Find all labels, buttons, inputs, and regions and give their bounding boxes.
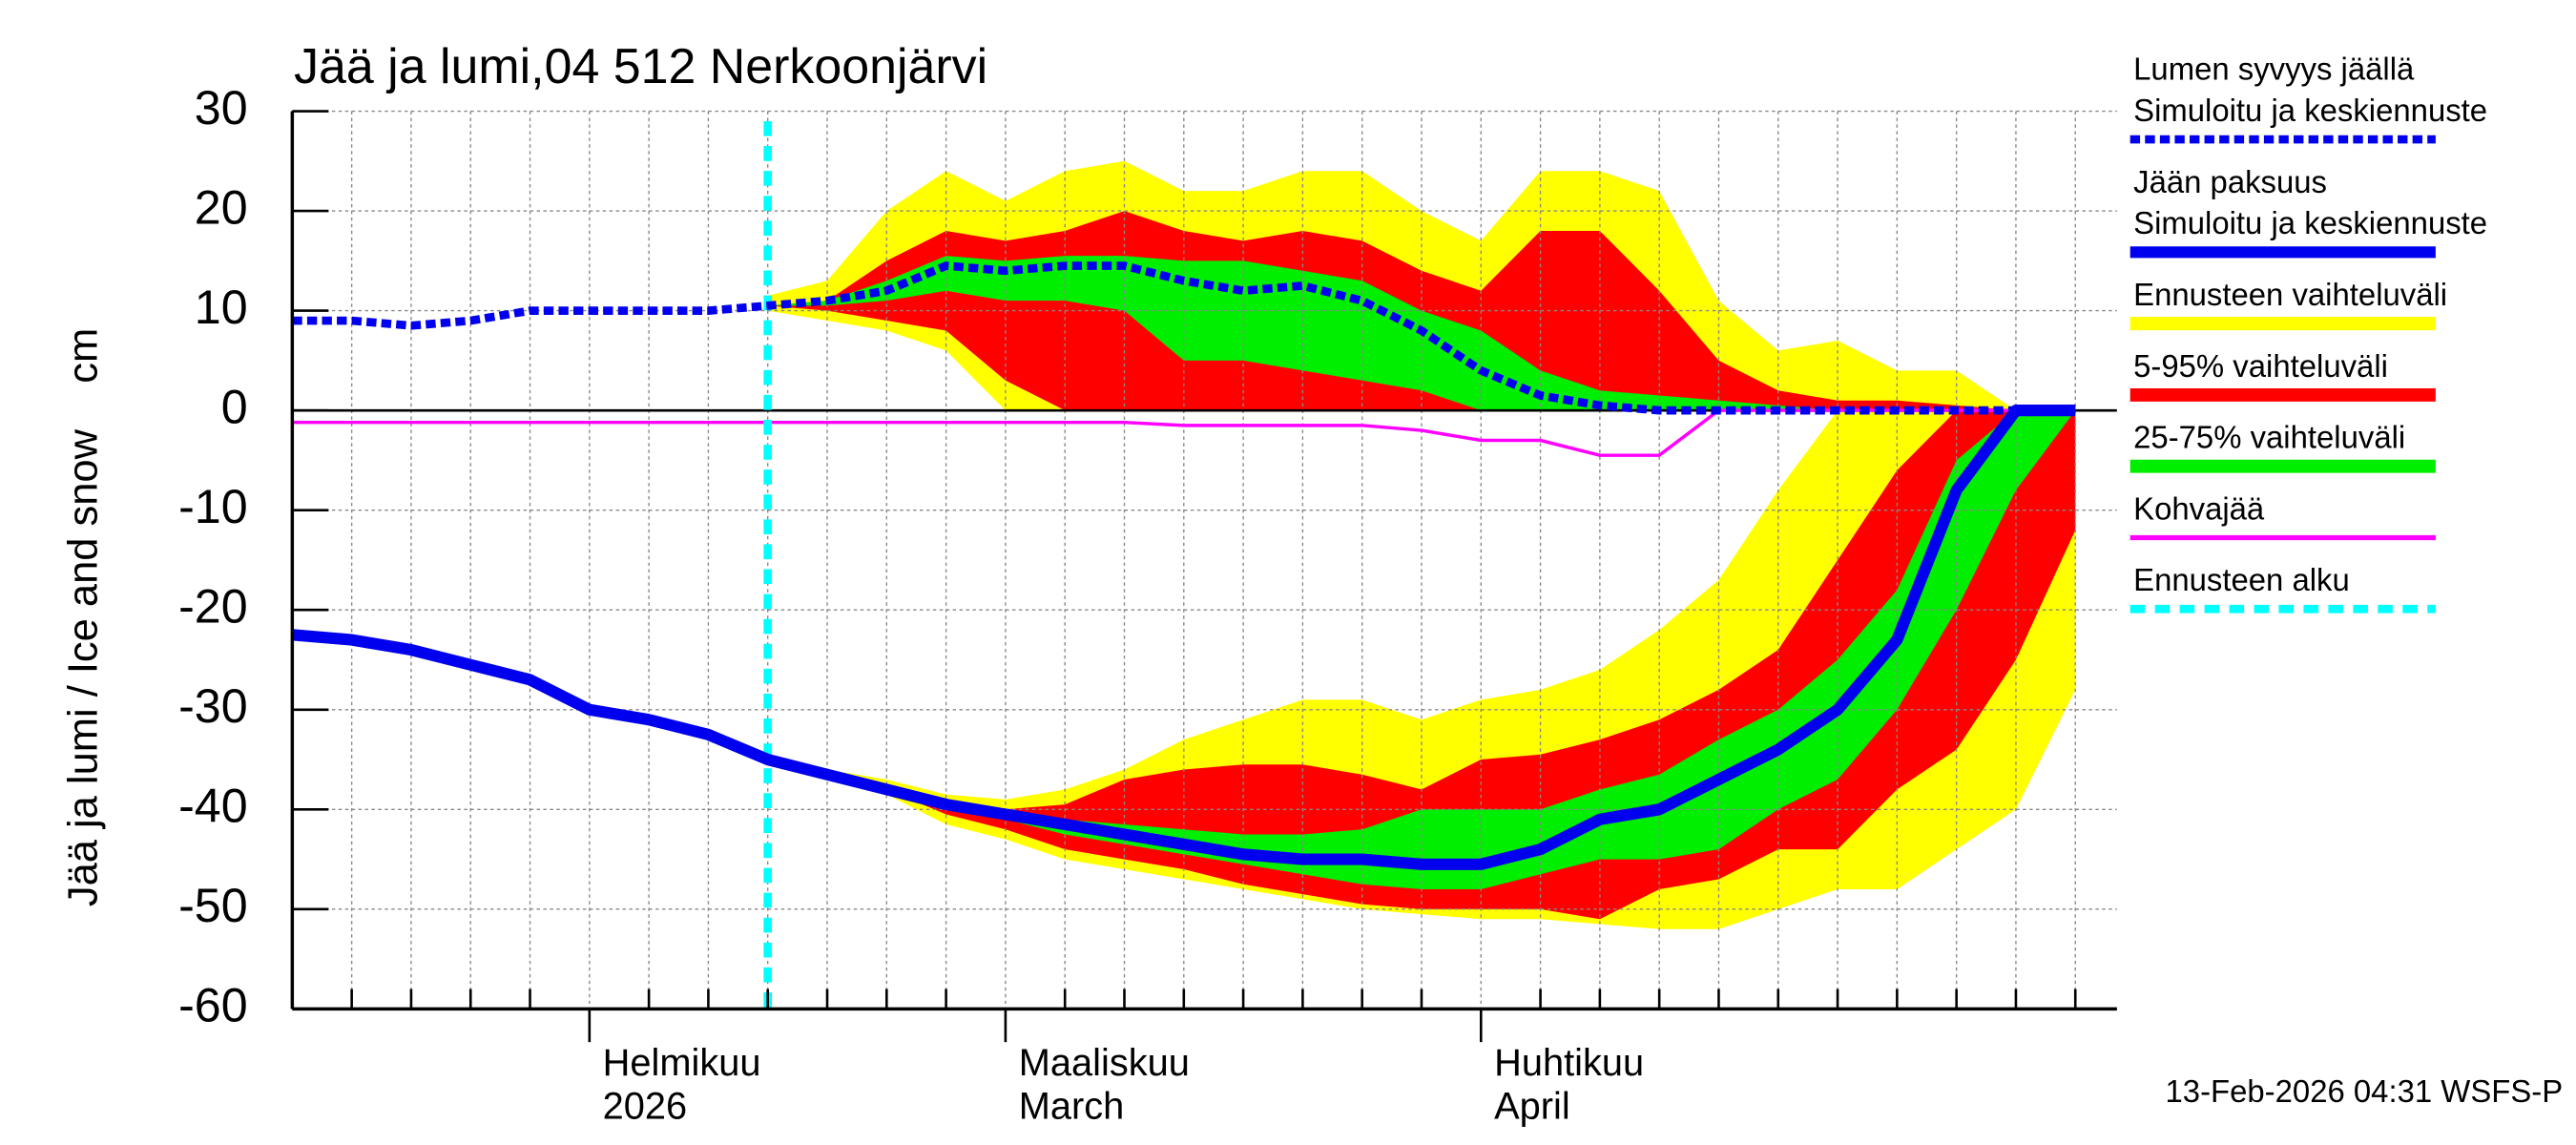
y-axis-label: Jää ja lumi / Ice and snow cm: [61, 328, 107, 906]
y-tick-label: -30: [178, 678, 248, 733]
legend-label: 5-95% vaihteluväli: [2133, 348, 2388, 384]
legend-label: Jään paksuus: [2133, 164, 2327, 199]
legend-label: Lumen syvyys jäällä: [2133, 51, 2415, 86]
legend: Lumen syvyys jäällä Simuloitu ja keskienn…: [2129, 51, 2487, 614]
x-tick-label: Huhtikuu: [1494, 1042, 1644, 1084]
y-tick-label: -20: [178, 578, 248, 633]
y-tick-label: -40: [178, 779, 248, 833]
footer: 13-Feb-2026 04:31 WSFS-P: [2166, 1073, 2564, 1109]
y-tick-label: -50: [178, 878, 248, 932]
y-tick-label: 10: [195, 280, 248, 334]
x-tick-sublabel: April: [1494, 1085, 1570, 1127]
legend-label: 25-75% vaihteluväli: [2133, 420, 2405, 455]
x-tick-label: Helmikuu: [603, 1042, 761, 1084]
y-tick-label: -10: [178, 479, 248, 533]
y-tick-label: 20: [195, 179, 248, 234]
series-line: [291, 405, 2076, 870]
lines: [291, 120, 2117, 1010]
band-snow: [767, 256, 2016, 411]
x-tick-label: Maaliskuu: [1019, 1042, 1190, 1084]
y-tick-label: -60: [178, 978, 248, 1032]
legend-label: Simuloitu ja keskiennuste: [2133, 205, 2487, 240]
x-tick-sublabel: 2026: [603, 1085, 688, 1127]
legend-label: Ennusteen alku: [2133, 562, 2350, 597]
grid: [292, 110, 2117, 1010]
legend-label: Ennusteen vaihteluväli: [2133, 277, 2447, 312]
series-line: [292, 261, 2076, 415]
chart-title: Jää ja lumi,04 512 Nerkoonjärvi: [294, 39, 987, 94]
legend-label: Simuloitu ja keskiennuste: [2133, 93, 2487, 128]
x-tick-sublabel: March: [1019, 1085, 1125, 1127]
y-tick-label: 0: [221, 379, 248, 433]
legend-label: Kohvajää: [2133, 490, 2265, 526]
y-tick-label: 30: [195, 80, 248, 135]
